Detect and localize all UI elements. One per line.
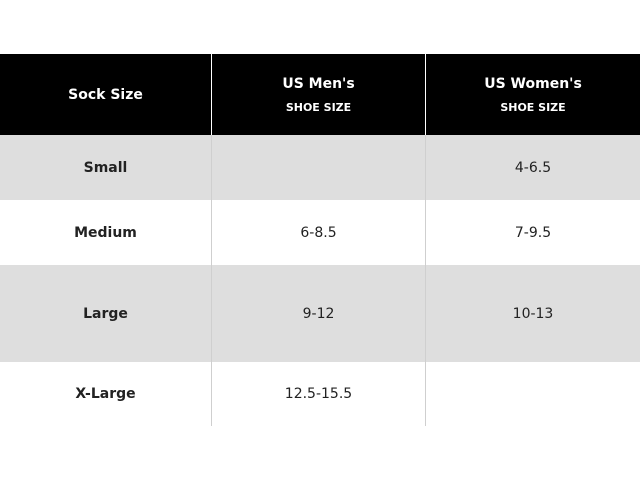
- table-row: Large 9-12 10-13: [0, 265, 640, 362]
- men-value: 9-12: [302, 305, 335, 322]
- cell-women: 10-13: [426, 265, 640, 362]
- header-us-mens: US Men's SHOE SIZE: [212, 54, 426, 135]
- cell-men: 6-8.5: [212, 200, 426, 265]
- men-value: 6-8.5: [300, 224, 337, 241]
- size-chart-table: Sock Size US Men's SHOE SIZE US Women's …: [0, 54, 640, 426]
- cell-size: Medium: [0, 200, 212, 265]
- men-value: 12.5-15.5: [284, 386, 353, 402]
- cell-men: [212, 135, 426, 200]
- header-us-womens: US Women's SHOE SIZE: [484, 75, 582, 114]
- cell-size: Small: [0, 135, 212, 200]
- size-label: X-Large: [75, 386, 136, 402]
- size-label: Small: [83, 159, 128, 176]
- table-row: X-Large 12.5-15.5: [0, 362, 640, 426]
- cell-women: [426, 362, 640, 426]
- header-sock-size: Sock Size: [0, 54, 212, 135]
- cell-women: 4-6.5: [426, 135, 640, 200]
- size-label: Medium: [74, 224, 137, 241]
- women-value: 7-9.5: [514, 224, 552, 241]
- table-row: Small 4-6.5: [0, 135, 640, 200]
- cell-men: 9-12: [212, 265, 426, 362]
- women-value: 10-13: [512, 305, 554, 322]
- cell-size: Large: [0, 265, 212, 362]
- table-header-row: Sock Size US Men's SHOE SIZE US Women's …: [0, 54, 640, 135]
- size-label: Large: [83, 305, 128, 322]
- women-value: 4-6.5: [514, 159, 552, 176]
- cell-women: 7-9.5: [426, 200, 640, 265]
- cell-men: 12.5-15.5: [212, 362, 426, 426]
- table-row: Medium 6-8.5 7-9.5: [0, 200, 640, 265]
- cell-size: X-Large: [0, 362, 212, 426]
